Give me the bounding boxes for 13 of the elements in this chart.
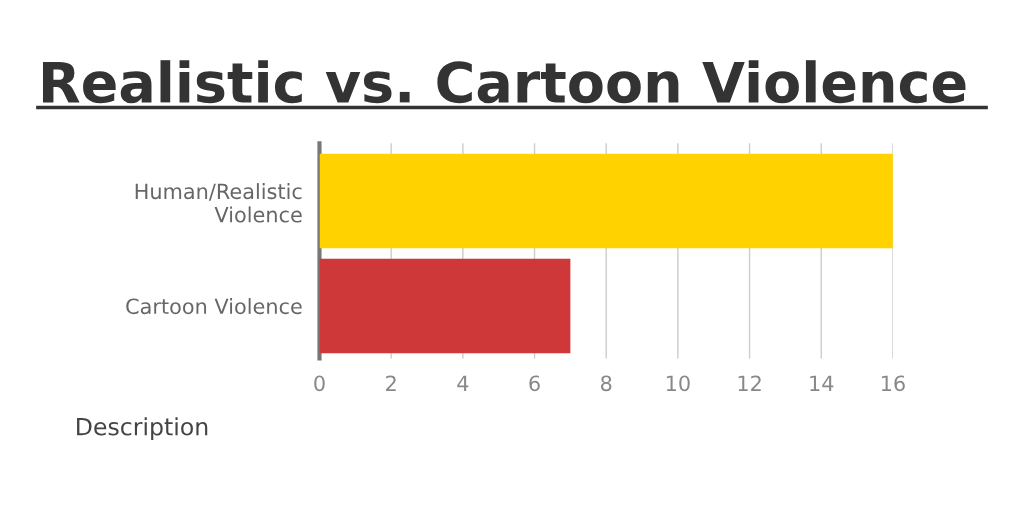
chart-title: Realistic vs. Cartoon Violence	[42, 60, 966, 104]
x-tick-label: 6	[529, 375, 540, 392]
x-tick-label: 8	[600, 375, 612, 392]
x-tick-label: 16	[881, 375, 905, 392]
x-tick-label: 10	[666, 375, 690, 392]
x-tick-label: 12	[738, 375, 761, 391]
x-tick-label: 4	[457, 375, 469, 391]
y-tick-label: Human/Realistic Violence	[135, 183, 302, 223]
text: Description	[77, 417, 208, 441]
y-tick-label: Cartoon Violence	[126, 298, 302, 315]
x-tick-label: 14	[810, 375, 834, 391]
x-tick-label: 0	[314, 375, 325, 392]
x-tick-label: 2	[386, 375, 396, 391]
